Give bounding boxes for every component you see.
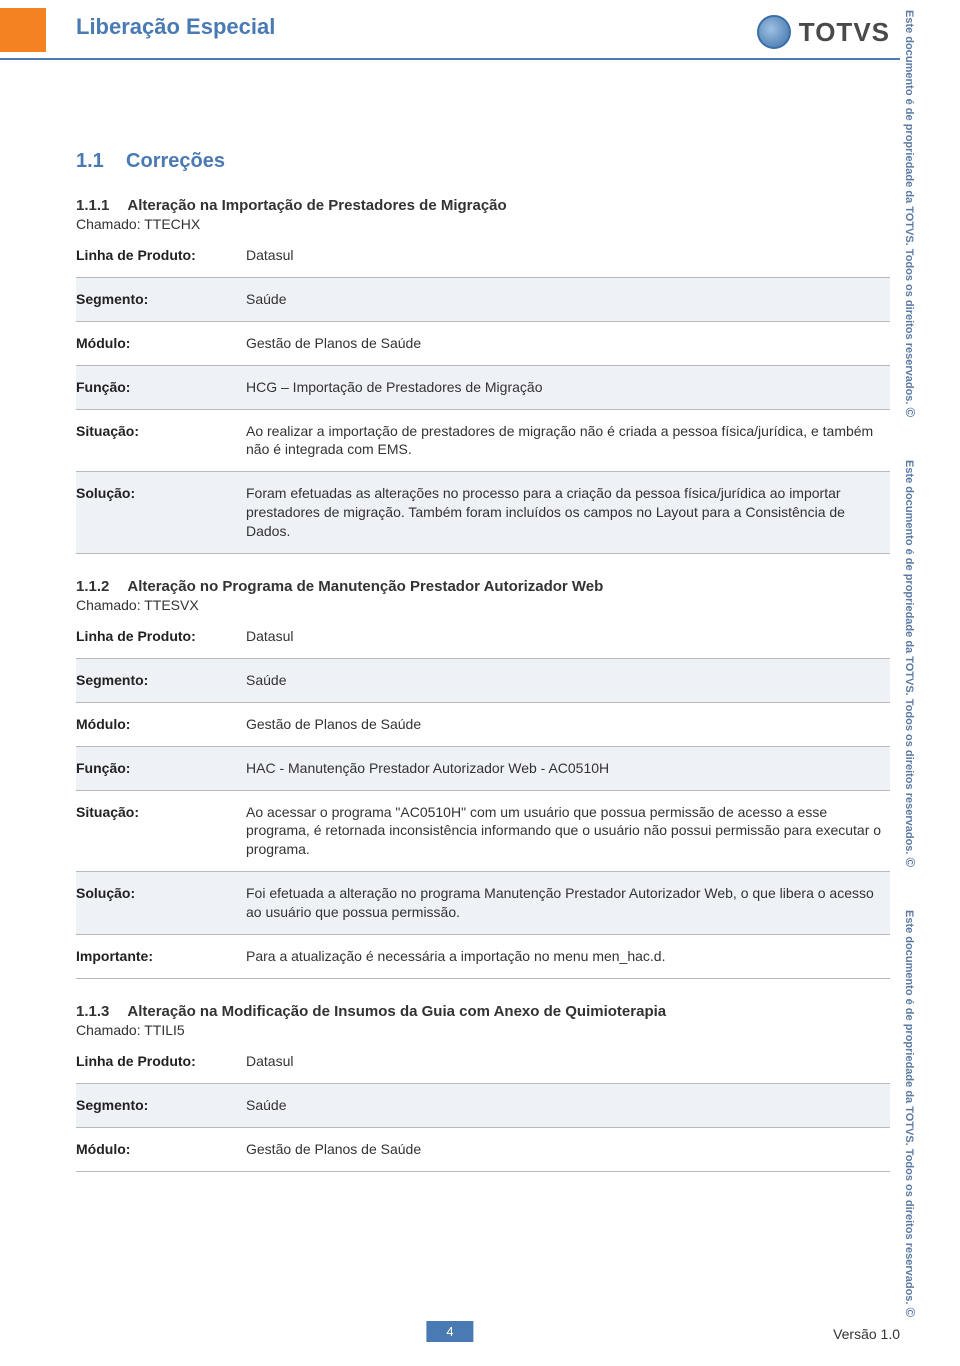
section-heading: 1.1 Correções xyxy=(76,150,890,173)
row-value: Gestão de Planos de Saúde xyxy=(246,321,890,365)
row-label: Situação: xyxy=(76,790,246,872)
item-title: Alteração na Modificação de Insumos da G… xyxy=(127,1003,666,1020)
logo-text: TOTVS xyxy=(799,17,890,48)
row-label: Segmento: xyxy=(76,658,246,702)
row-label: Solução: xyxy=(76,872,246,935)
content: 1.1 Correções 1.1.1 Alteração na Importaç… xyxy=(76,150,890,1172)
table-row: Solução:Foi efetuada a alteração no prog… xyxy=(76,872,890,935)
item-number: 1.1.2 xyxy=(76,578,109,595)
row-value: Saúde xyxy=(246,658,890,702)
table-row: Módulo:Gestão de Planos de Saúde xyxy=(76,321,890,365)
item-heading: 1.1.3 Alteração na Modificação de Insumos… xyxy=(76,1003,890,1020)
version-label: Versão 1.0 xyxy=(833,1326,900,1342)
row-label: Situação: xyxy=(76,409,246,472)
row-value: Datasul xyxy=(246,1040,890,1083)
row-value: Datasul xyxy=(246,615,890,658)
table-row: Segmento:Saúde xyxy=(76,658,890,702)
table-row: Segmento:Saúde xyxy=(76,1083,890,1127)
item-chamado: Chamado: TTILI5 xyxy=(76,1022,890,1038)
row-label: Segmento: xyxy=(76,1083,246,1127)
table-row: Solução:Foram efetuadas as alterações no… xyxy=(76,472,890,554)
row-label: Linha de Produto: xyxy=(76,1040,246,1083)
row-value: Gestão de Planos de Saúde xyxy=(246,1127,890,1171)
item-chamado: Chamado: TTESVX xyxy=(76,597,890,613)
table-row: Importante:Para a atualização é necessár… xyxy=(76,935,890,979)
item-title: Alteração no Programa de Manutenção Pres… xyxy=(127,578,603,595)
item-heading: 1.1.1 Alteração na Importação de Prestado… xyxy=(76,197,890,214)
item-chamado: Chamado: TTECHX xyxy=(76,216,890,232)
left-accent-stripe xyxy=(0,8,46,52)
logo-icon xyxy=(757,15,791,49)
section-title: Correções xyxy=(126,150,225,172)
row-label: Segmento: xyxy=(76,277,246,321)
row-value: Foi efetuada a alteração no programa Man… xyxy=(246,872,890,935)
row-value: Saúde xyxy=(246,277,890,321)
logo: TOTVS xyxy=(757,12,890,52)
definition-table: Linha de Produto:DatasulSegmento:SaúdeMó… xyxy=(76,615,890,979)
row-value: Saúde xyxy=(246,1083,890,1127)
row-value: Para a atualização é necessária a import… xyxy=(246,935,890,979)
row-label: Módulo: xyxy=(76,702,246,746)
table-row: Situação:Ao realizar a importação de pre… xyxy=(76,409,890,472)
row-value: HCG – Importação de Prestadores de Migra… xyxy=(246,365,890,409)
items-container: 1.1.1 Alteração na Importação de Prestado… xyxy=(76,197,890,1172)
item-number: 1.1.3 xyxy=(76,1003,109,1020)
table-row: Função:HCG – Importação de Prestadores d… xyxy=(76,365,890,409)
row-value: Foram efetuadas as alterações no process… xyxy=(246,472,890,554)
row-value: Datasul xyxy=(246,234,890,277)
row-label: Função: xyxy=(76,746,246,790)
table-row: Linha de Produto:Datasul xyxy=(76,1040,890,1083)
definition-table: Linha de Produto:DatasulSegmento:SaúdeMó… xyxy=(76,234,890,554)
table-row: Função:HAC - Manutenção Prestador Autori… xyxy=(76,746,890,790)
row-value: Gestão de Planos de Saúde xyxy=(246,702,890,746)
item-number: 1.1.1 xyxy=(76,197,109,214)
page-number: 4 xyxy=(426,1321,473,1342)
item-title: Alteração na Importação de Prestadores d… xyxy=(127,197,506,214)
row-value: HAC - Manutenção Prestador Autorizador W… xyxy=(246,746,890,790)
row-label: Importante: xyxy=(76,935,246,979)
page: Liberação Especial TOTVS Este documento … xyxy=(0,0,960,1366)
table-row: Módulo:Gestão de Planos de Saúde xyxy=(76,702,890,746)
row-label: Módulo: xyxy=(76,1127,246,1171)
item-heading: 1.1.2 Alteração no Programa de Manutenção… xyxy=(76,578,890,595)
row-label: Função: xyxy=(76,365,246,409)
row-label: Linha de Produto: xyxy=(76,234,246,277)
table-row: Linha de Produto:Datasul xyxy=(76,615,890,658)
table-row: Situação:Ao acessar o programa "AC0510H"… xyxy=(76,790,890,872)
table-row: Segmento:Saúde xyxy=(76,277,890,321)
header-divider xyxy=(0,58,900,60)
row-value: Ao realizar a importação de prestadores … xyxy=(246,409,890,472)
row-label: Solução: xyxy=(76,472,246,554)
row-value: Ao acessar o programa "AC0510H" com um u… xyxy=(246,790,890,872)
definition-table: Linha de Produto:DatasulSegmento:SaúdeMó… xyxy=(76,1040,890,1172)
table-row: Linha de Produto:Datasul xyxy=(76,234,890,277)
table-row: Módulo:Gestão de Planos de Saúde xyxy=(76,1127,890,1171)
row-label: Módulo: xyxy=(76,321,246,365)
row-label: Linha de Produto: xyxy=(76,615,246,658)
section-number: 1.1 xyxy=(76,150,104,172)
